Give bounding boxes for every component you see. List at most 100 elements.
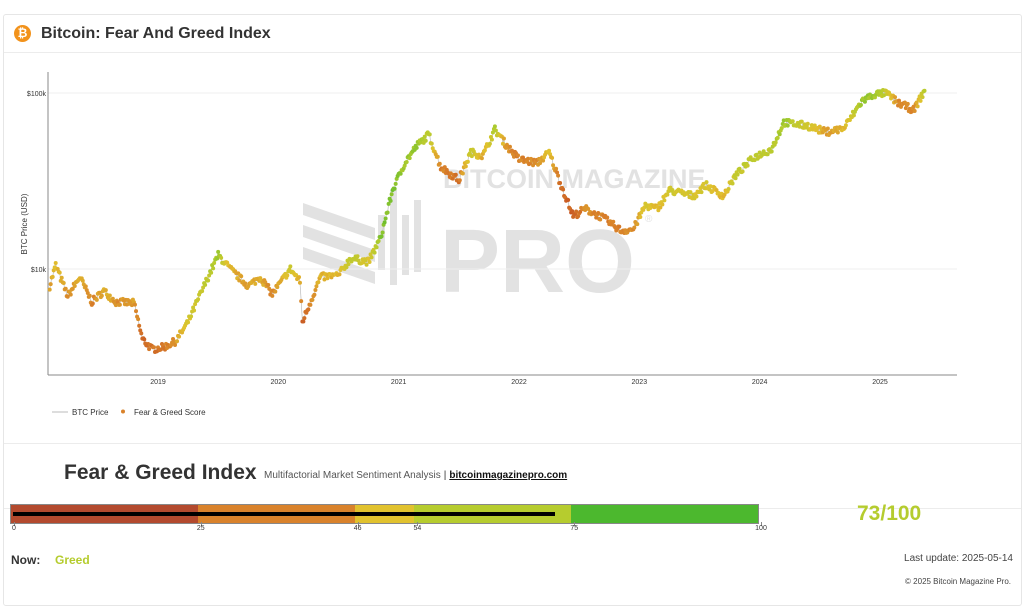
fear-greed-dot bbox=[372, 250, 377, 255]
fear-greed-dot bbox=[730, 181, 735, 186]
fear-greed-dot bbox=[526, 156, 531, 161]
fear-greed-dot bbox=[90, 301, 95, 306]
gauge-tick-label: 25 bbox=[196, 525, 205, 532]
fear-greed-dot bbox=[310, 297, 315, 302]
x-tick-label: 2025 bbox=[872, 379, 888, 386]
fear-greed-dot bbox=[147, 347, 152, 352]
legend-fear-greed-label: Fear & Greed Score bbox=[134, 408, 206, 417]
fear-greed-dot bbox=[301, 319, 306, 324]
fear-greed-dot bbox=[337, 272, 342, 277]
x-tick-label: 2021 bbox=[391, 379, 407, 386]
fear-greed-dot bbox=[206, 278, 211, 283]
legend-fear-greed-swatch bbox=[121, 409, 125, 414]
fear-greed-dot bbox=[423, 138, 428, 143]
fear-greed-dot bbox=[414, 145, 419, 150]
fear-greed-dot bbox=[804, 124, 809, 129]
fear-greed-dot bbox=[404, 159, 409, 164]
x-tick-label: 2022 bbox=[511, 379, 527, 386]
gauge-tick-mark bbox=[14, 522, 15, 526]
fear-greed-dot bbox=[501, 136, 506, 141]
fear-greed-dot bbox=[316, 280, 321, 285]
fear-greed-dot bbox=[469, 154, 474, 159]
fear-greed-dot bbox=[551, 163, 556, 168]
watermark-candle bbox=[402, 215, 409, 275]
y-tick-label: $100k bbox=[27, 91, 47, 98]
fear-greed-dot bbox=[63, 286, 68, 291]
fear-greed-dot bbox=[113, 303, 118, 308]
fear-greed-dot bbox=[520, 155, 525, 160]
fear-greed-dot bbox=[325, 276, 330, 281]
fear-greed-dot bbox=[374, 245, 379, 250]
fear-greed-dot bbox=[186, 320, 191, 325]
watermark-candle bbox=[378, 215, 385, 270]
fear-greed-dot bbox=[97, 290, 102, 295]
fear-greed-dot bbox=[851, 113, 856, 118]
fear-greed-dot bbox=[509, 148, 514, 153]
fear-greed-dot bbox=[797, 124, 802, 129]
fear-greed-dot bbox=[117, 302, 122, 307]
fear-greed-dot bbox=[393, 181, 398, 186]
fear-greed-dot bbox=[110, 296, 115, 301]
fear-greed-dot bbox=[538, 161, 543, 166]
fear-greed-dot bbox=[578, 209, 583, 214]
fear-greed-dot bbox=[457, 178, 462, 183]
page-title: Bitcoin: Fear And Greed Index bbox=[41, 25, 271, 42]
fear-greed-dot bbox=[219, 255, 224, 260]
fear-greed-dot bbox=[733, 176, 738, 181]
fear-greed-dot bbox=[507, 144, 512, 149]
fear-greed-dot bbox=[490, 130, 495, 135]
fear-greed-dot bbox=[193, 302, 198, 307]
watermark-text-top: BITCOIN MAGAZINE bbox=[443, 164, 706, 194]
fear-greed-dot bbox=[558, 180, 563, 185]
watermark-candle bbox=[390, 190, 397, 285]
fear-greed-dot bbox=[694, 194, 699, 199]
fear-greed-dot bbox=[402, 163, 407, 168]
fear-greed-dot bbox=[799, 119, 804, 124]
gauge-tick-label: 75 bbox=[570, 525, 579, 532]
fear-greed-dot bbox=[129, 303, 134, 308]
fear-greed-dot bbox=[369, 255, 374, 260]
fear-greed-dot bbox=[465, 159, 470, 164]
fear-greed-dot bbox=[80, 278, 85, 283]
fear-greed-dot bbox=[790, 119, 795, 124]
fear-greed-dot bbox=[94, 297, 99, 302]
fear-greed-dot bbox=[308, 302, 313, 307]
fear-greed-dot bbox=[915, 104, 920, 109]
fear-greed-dot bbox=[275, 285, 280, 290]
fear-greed-dot bbox=[862, 99, 867, 104]
fear-greed-dot bbox=[574, 209, 579, 214]
fear-greed-dot bbox=[732, 173, 737, 178]
fear-greed-dot bbox=[905, 101, 910, 106]
fear-greed-dot bbox=[103, 288, 108, 293]
fear-greed-dot bbox=[670, 188, 675, 193]
fear-greed-dot bbox=[171, 337, 176, 342]
fear-greed-dot bbox=[660, 202, 665, 207]
legend-btc-price-label: BTC Price bbox=[72, 408, 109, 417]
x-tick-label: 2020 bbox=[271, 379, 287, 386]
separator: | bbox=[443, 470, 447, 481]
site-link[interactable]: bitcoinmagazinepro.com bbox=[449, 470, 568, 481]
fear-greed-dot bbox=[380, 230, 385, 235]
fear-greed-dot bbox=[87, 293, 92, 298]
fear-greed-dot bbox=[835, 130, 840, 135]
x-tick-label: 2023 bbox=[632, 379, 648, 386]
fear-greed-dot bbox=[918, 98, 923, 103]
fear-greed-dot bbox=[893, 95, 898, 100]
fear-greed-dot bbox=[385, 210, 390, 215]
fear-greed-dot bbox=[306, 307, 311, 312]
watermark-text-pro: PRO bbox=[440, 212, 635, 312]
fear-greed-dot bbox=[594, 215, 599, 220]
fear-greed-dot bbox=[388, 198, 393, 203]
fear-greed-dot bbox=[294, 273, 299, 278]
fear-greed-dot bbox=[809, 123, 814, 128]
fear-greed-dot bbox=[407, 156, 412, 161]
fear-greed-dot bbox=[47, 287, 52, 292]
fear-greed-dot bbox=[59, 275, 64, 280]
fear-greed-dot bbox=[710, 189, 715, 194]
fear-greed-dot bbox=[273, 289, 278, 294]
gauge-tick-mark bbox=[200, 522, 202, 526]
fear-greed-dot bbox=[137, 323, 142, 328]
fear-greed-dot bbox=[65, 294, 70, 299]
fear-greed-dot bbox=[812, 123, 817, 128]
bitcoin-icon: ₿ bbox=[14, 25, 31, 42]
